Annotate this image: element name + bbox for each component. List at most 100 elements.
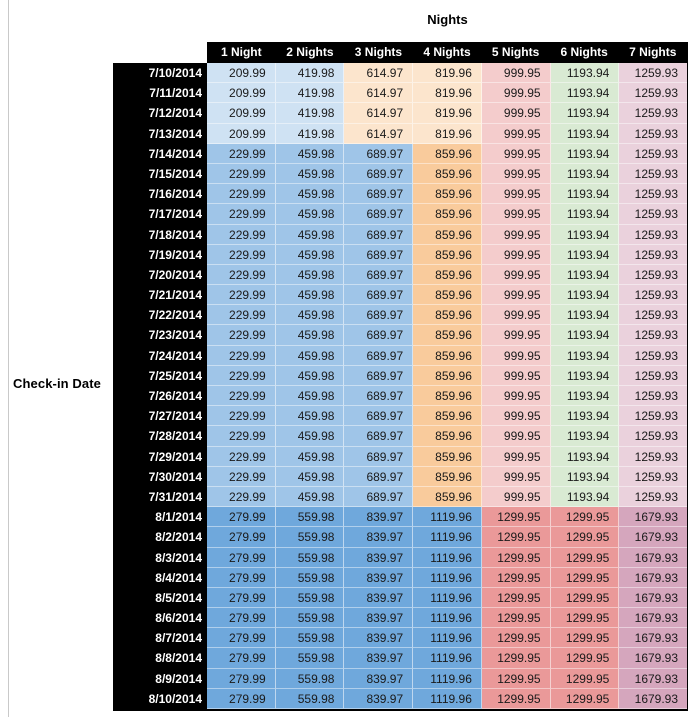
price-cell: 999.95 — [481, 325, 551, 346]
price-cell: 559.98 — [275, 688, 345, 709]
price-cell: 1259.93 — [619, 103, 688, 124]
price-cell: 229.99 — [207, 325, 276, 346]
price-cell: 1679.93 — [619, 688, 688, 709]
checkin-date-cell: 8/5/2014 — [113, 587, 207, 609]
table-row: 7/29/2014 229.99 459.98 689.97 859.96 999.95 1… — [113, 446, 688, 467]
price-cell: 459.98 — [275, 204, 345, 225]
price-cell: 689.97 — [344, 325, 414, 346]
price-cell: 229.99 — [207, 224, 276, 245]
price-cell: 1259.93 — [619, 386, 688, 407]
price-cell: 1259.93 — [619, 264, 688, 286]
price-cell: 459.98 — [275, 325, 345, 346]
price-cell: 1193.94 — [550, 466, 620, 487]
price-cell: 1193.94 — [550, 325, 620, 346]
table-row: 8/1/2014 279.99 559.98 839.97 1119.96 1299.95… — [113, 507, 688, 528]
price-cell: 279.99 — [207, 587, 276, 609]
price-cell: 1119.96 — [413, 648, 482, 669]
price-cell: 1259.93 — [619, 466, 688, 487]
price-cell: 419.98 — [275, 123, 345, 144]
price-cell: 614.97 — [344, 83, 414, 104]
price-cell: 689.97 — [344, 285, 414, 306]
price-cell: 999.95 — [481, 466, 551, 487]
price-cell: 1193.94 — [550, 406, 620, 427]
price-cell: 419.98 — [275, 103, 345, 124]
checkin-date-cell: 8/8/2014 — [113, 648, 207, 669]
price-cell: 999.95 — [481, 244, 551, 265]
price-cell: 689.97 — [344, 466, 414, 487]
price-cell: 229.99 — [207, 143, 276, 164]
price-cell: 559.98 — [275, 668, 345, 689]
table-row: 7/18/2014 229.99 459.98 689.97 859.96 999.95 1… — [113, 224, 688, 245]
price-cell: 1259.93 — [619, 63, 688, 84]
price-cell: 559.98 — [275, 648, 345, 669]
price-cell: 614.97 — [344, 63, 414, 84]
checkin-date-cell: 7/10/2014 — [113, 63, 207, 84]
table-row: 7/27/2014 229.99 459.98 689.97 859.96 999.95 1… — [113, 406, 688, 427]
table-row: 7/15/2014 229.99 459.98 689.97 859.96 999.95 1… — [113, 163, 688, 185]
price-cell: 1299.95 — [481, 688, 551, 709]
price-cell: 1259.93 — [619, 446, 688, 467]
price-cell: 1193.94 — [550, 486, 620, 508]
price-cell: 1193.94 — [550, 163, 620, 185]
checkin-date-cell: 7/25/2014 — [113, 365, 207, 386]
price-cell: 1193.94 — [550, 386, 620, 407]
checkin-date-cell: 7/18/2014 — [113, 224, 207, 245]
price-cell: 689.97 — [344, 386, 414, 407]
price-cell: 689.97 — [344, 224, 414, 245]
price-cell: 1259.93 — [619, 285, 688, 306]
price-cell: 859.96 — [413, 426, 482, 447]
price-cell: 1119.96 — [413, 608, 482, 629]
price-cell: 459.98 — [275, 486, 345, 508]
price-cell: 859.96 — [413, 345, 482, 366]
checkin-date-cell: 7/17/2014 — [113, 204, 207, 225]
price-cell: 819.96 — [413, 83, 482, 104]
price-cell: 859.96 — [413, 406, 482, 427]
checkin-date-cell: 7/16/2014 — [113, 184, 207, 205]
table-row: 7/14/2014 229.99 459.98 689.97 859.96 999.95 1… — [113, 143, 688, 164]
price-cell: 1299.95 — [481, 608, 551, 629]
left-gridline — [8, 0, 9, 717]
price-cell: 689.97 — [344, 345, 414, 366]
checkin-date-cell: 7/12/2014 — [113, 103, 207, 124]
price-cell: 689.97 — [344, 163, 414, 185]
price-cell: 1679.93 — [619, 628, 688, 649]
price-cell: 689.97 — [344, 143, 414, 164]
price-cell: 459.98 — [275, 426, 345, 447]
price-cell: 459.98 — [275, 406, 345, 427]
price-cell: 1299.95 — [481, 567, 551, 588]
price-cell: 459.98 — [275, 365, 345, 386]
price-cell: 859.96 — [413, 305, 482, 326]
table-row: 8/4/2014 279.99 559.98 839.97 1119.96 1299.95… — [113, 567, 688, 588]
price-cell: 1119.96 — [413, 507, 482, 528]
checkin-date-cell: 7/19/2014 — [113, 244, 207, 265]
price-cell: 614.97 — [344, 103, 414, 124]
table-row: 7/23/2014 229.99 459.98 689.97 859.96 999.95 1… — [113, 325, 688, 346]
price-cell: 689.97 — [344, 486, 414, 508]
price-cell: 459.98 — [275, 285, 345, 306]
price-cell: 1259.93 — [619, 305, 688, 326]
price-cell: 1679.93 — [619, 648, 688, 669]
price-cell: 419.98 — [275, 63, 345, 84]
price-cell: 859.96 — [413, 244, 482, 265]
checkin-date-cell: 7/13/2014 — [113, 123, 207, 144]
price-cell: 1193.94 — [550, 224, 620, 245]
price-cell: 1299.95 — [481, 628, 551, 649]
checkin-date-cell: 8/2/2014 — [113, 527, 207, 548]
price-cell: 1119.96 — [413, 547, 482, 568]
price-cell: 1679.93 — [619, 507, 688, 528]
column-axis-title: Nights — [427, 12, 468, 27]
table-row: 7/17/2014 229.99 459.98 689.97 859.96 999.95 1… — [113, 204, 688, 225]
checkin-date-cell: 7/15/2014 — [113, 163, 207, 185]
price-cell: 279.99 — [207, 567, 276, 588]
checkin-date-cell: 8/10/2014 — [113, 688, 207, 709]
price-cell: 689.97 — [344, 446, 414, 467]
price-cell: 999.95 — [481, 386, 551, 407]
price-grid: 7/10/2014 209.99 419.98 614.97 819.96 999.95 1… — [113, 63, 688, 711]
price-cell: 559.98 — [275, 547, 345, 568]
price-cell: 859.96 — [413, 163, 482, 185]
table-row: 7/30/2014 229.99 459.98 689.97 859.96 999.95 1… — [113, 466, 688, 487]
price-cell: 229.99 — [207, 244, 276, 265]
price-cell: 1259.93 — [619, 83, 688, 104]
price-cell: 839.97 — [344, 527, 414, 548]
table-row: 8/2/2014 279.99 559.98 839.97 1119.96 1299.95… — [113, 527, 688, 548]
